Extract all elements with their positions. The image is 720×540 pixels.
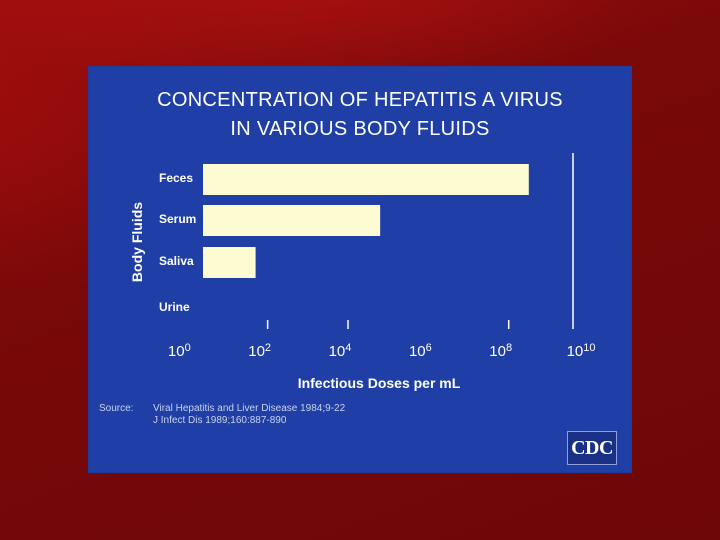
x-tick-label-1e10: 1010	[567, 342, 596, 360]
chart-title-line-2: IN VARIOUS BODY FLUIDS	[230, 118, 490, 140]
x-tick-label-1e2: 102	[248, 342, 271, 360]
bar-saliva	[203, 247, 256, 278]
category-label-feces: Feces	[159, 171, 193, 185]
source-citation-2: J Infect Dis 1989;160:887-890	[153, 415, 287, 426]
bar-feces	[203, 164, 529, 195]
source-citation-1: Viral Hepatitis and Liver Disease 1984;9…	[153, 403, 346, 414]
bar-chart: Feces Serum Saliva Urine 100 102 104 106 108 1010…	[129, 153, 596, 391]
chart-title-line-1: CONCENTRATION OF HEPATITIS A VIRUS	[157, 89, 563, 111]
bar-serum	[203, 205, 381, 236]
x-tick-label-1e6: 106	[409, 342, 432, 360]
category-label-serum: Serum	[159, 212, 196, 226]
source-label: Source:	[99, 403, 134, 414]
slide-panel: CONCENTRATION OF HEPATITIS A VIRUS IN VA…	[89, 67, 631, 472]
x-tick-label-1e0: 100	[168, 342, 191, 360]
x-tick-label-1e8: 108	[489, 342, 512, 360]
category-label-urine: Urine	[159, 300, 190, 314]
y-axis-title: Body Fluids	[129, 202, 145, 282]
x-axis-title: Infectious Doses per mL	[298, 375, 461, 391]
category-label-saliva: Saliva	[159, 254, 194, 268]
cdc-logo: CDC	[567, 431, 617, 465]
x-tick-label-1e4: 104	[329, 342, 352, 360]
